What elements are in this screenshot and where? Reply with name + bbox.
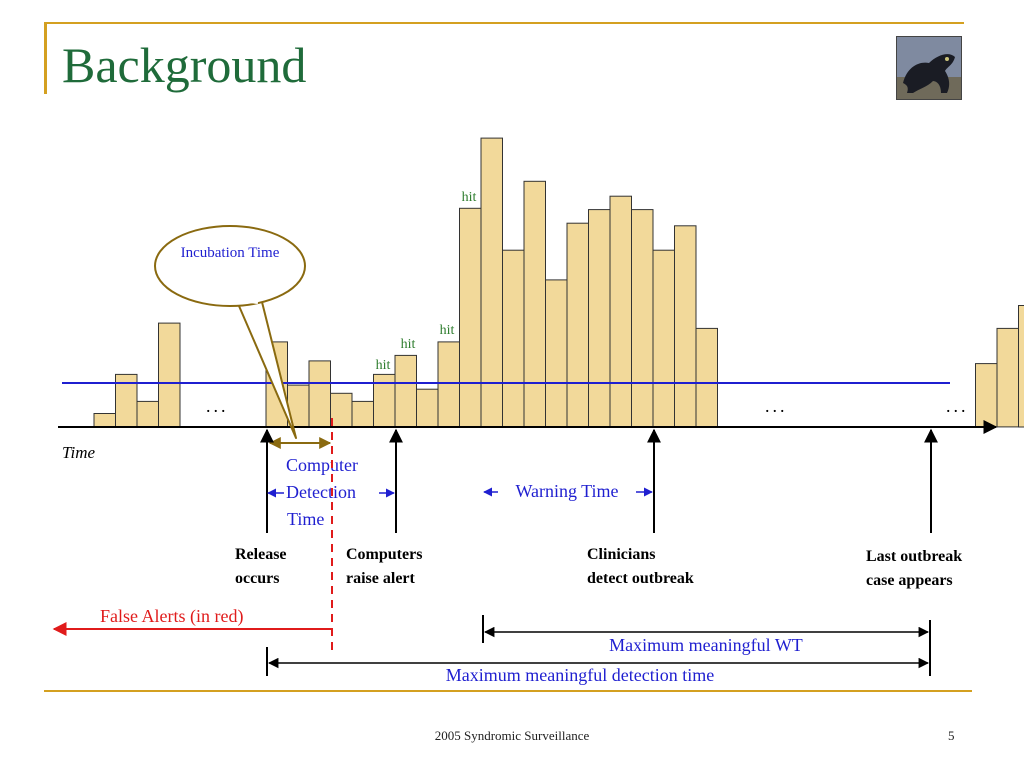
bar — [394, 354, 417, 428]
hit-labels: hit hit hit hit — [376, 190, 477, 373]
event-labels: Release occurs Computers raise alert Cli… — [235, 546, 962, 589]
incubation-label: Incubation Time — [180, 245, 280, 261]
false-alerts-label: False Alerts (in red) — [100, 606, 243, 627]
bars-group — [93, 137, 1024, 428]
alert-label-2: raise alert — [346, 570, 416, 587]
slide-title: Background — [62, 37, 307, 93]
bar — [502, 249, 525, 428]
clinician-label-1: Clinicians — [587, 546, 655, 563]
alert-label-1: Computers — [346, 546, 422, 563]
warning-time-label: Warning Time — [515, 481, 618, 501]
incubation-bubble — [154, 225, 306, 307]
bar — [158, 322, 181, 428]
bar — [136, 400, 159, 428]
hit-label-2: hit — [401, 337, 416, 352]
bar — [459, 207, 482, 428]
release-label-1: Release — [235, 546, 287, 563]
hit-label-1: hit — [376, 358, 391, 373]
ellipsis-gap-3: ... — [946, 396, 969, 416]
incubation-callout: Incubation Time — [154, 225, 306, 439]
hit-label-3: hit — [440, 323, 455, 338]
page-number: 5 — [948, 728, 955, 743]
ellipsis-gap-1: ... — [206, 396, 229, 416]
bar — [631, 209, 654, 428]
bar — [351, 400, 374, 428]
ellipsis-gap-2: ... — [765, 396, 788, 416]
bar — [416, 388, 439, 428]
bar — [695, 327, 718, 428]
hit-label-4: hit — [462, 190, 477, 205]
bar — [330, 392, 353, 428]
warning-time-annotation: Warning Time — [483, 481, 653, 501]
left-accent-rule — [44, 22, 47, 94]
bar — [1018, 305, 1024, 428]
bar — [308, 360, 331, 428]
bar — [523, 180, 546, 428]
bar — [588, 209, 611, 428]
detection-word-1: Computer — [286, 455, 358, 475]
bar — [437, 341, 460, 428]
max-wt-label: Maximum meaningful WT — [609, 635, 803, 655]
panther-photo-icon — [896, 36, 962, 100]
last-case-label-1: Last outbreak — [866, 548, 962, 565]
bar — [545, 279, 568, 428]
clinician-label-2: detect outbreak — [587, 570, 694, 587]
detection-word-2: Detection — [286, 482, 356, 502]
bar — [566, 222, 589, 428]
computer-detection-annotation: Computer Detection Time — [267, 455, 395, 529]
bottom-rule — [44, 690, 972, 692]
bar — [609, 195, 632, 428]
last-case-label-2: case appears — [866, 572, 953, 589]
event-markers — [260, 428, 938, 533]
bar — [996, 327, 1019, 428]
bar — [674, 225, 697, 428]
detection-word-3: Time — [287, 509, 324, 529]
release-label-2: occurs — [235, 570, 279, 587]
bar — [652, 249, 675, 428]
bar — [975, 363, 998, 428]
time-axis-label: Time — [62, 443, 96, 462]
bar — [93, 413, 116, 428]
max-detection-label: Maximum meaningful detection time — [446, 665, 714, 685]
top-accent-rule — [44, 22, 964, 24]
footer-text: 2005 Syndromic Surveillance — [434, 728, 590, 743]
